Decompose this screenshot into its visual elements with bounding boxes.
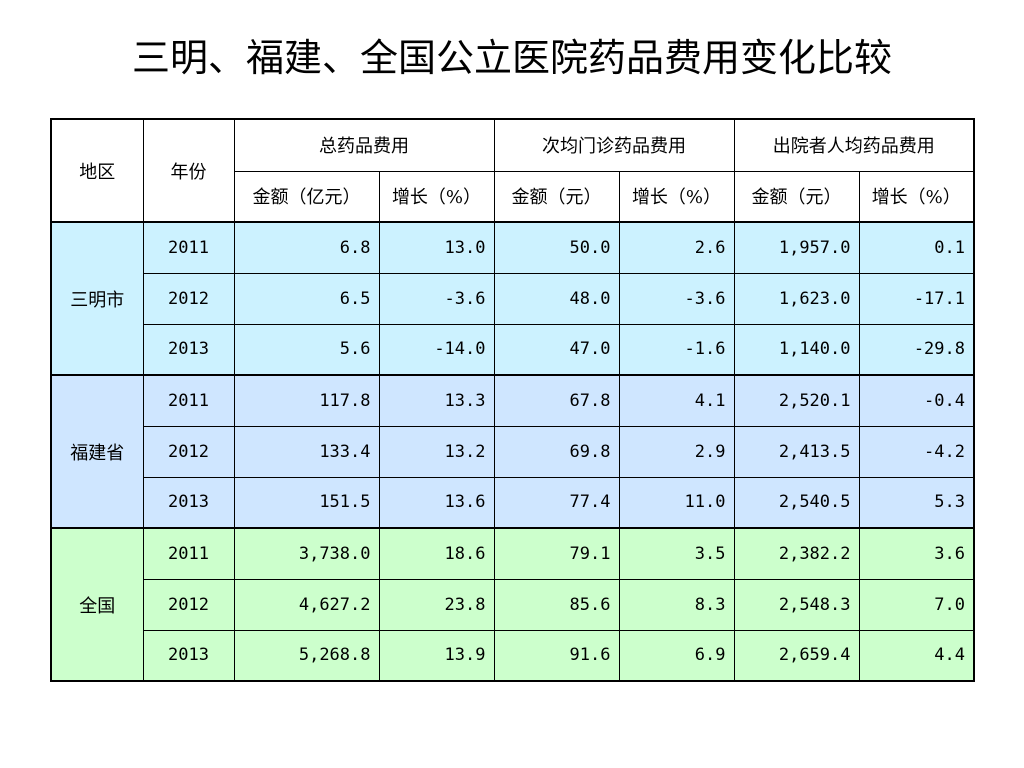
year-cell: 2011 [142,221,235,274]
g3-amount-cell: 2,520.1 [733,374,860,427]
g2-amount-cell: 67.8 [493,374,620,427]
g3-amount-cell: 1,957.0 [733,221,860,274]
g3-amount-cell: 2,659.4 [733,629,860,682]
g2-growth-cell: -3.6 [618,272,735,325]
g2-amount-cell: 85.6 [493,578,620,631]
g1-growth-cell: -3.6 [378,272,495,325]
year-cell: 2012 [142,578,235,631]
g2-growth-cell: 2.6 [618,221,735,274]
g3-growth-cell: 0.1 [858,221,975,274]
g3-growth-cell: -29.8 [858,323,975,376]
g2-amount-cell: 69.8 [493,425,620,478]
g3-growth-cell: -4.2 [858,425,975,478]
g1-growth-cell: 13.0 [378,221,495,274]
g1-growth-cell: 23.8 [378,578,495,631]
g3-growth-cell: 3.6 [858,527,975,580]
table-row: 2013 5,268.8 13.9 91.6 6.9 2,659.4 4.4 [51,629,975,682]
header-g1-amount: 金额（亿元） [233,170,380,223]
table-row: 2013 5.6 -14.0 47.0 -1.6 1,140.0 -29.8 [51,323,975,376]
table-row: 福建省 2011 117.8 13.3 67.8 4.1 2,520.1 -0.4 [50,374,975,529]
g2-growth-cell: 3.5 [618,527,735,580]
drug-cost-table: 地区 年份 总药品费用 次均门诊药品费用 出院者人均药品费用 金额（亿元） 增长… [50,118,975,682]
g3-growth-cell: 5.3 [858,476,975,529]
g2-amount-cell: 48.0 [493,272,620,325]
g1-amount-cell: 3,738.0 [233,527,380,580]
header-g3-amount: 金额（元） [733,170,860,223]
year-cell: 2011 [142,527,235,580]
header-row-1: 地区 年份 总药品费用 次均门诊药品费用 出院者人均药品费用 [50,118,975,223]
year-cell: 2013 [142,323,235,376]
g2-growth-cell: 4.1 [618,374,735,427]
year-cell: 2012 [142,272,235,325]
header-row-2: 金额（亿元） 增长（%） 金额（元） 增长（%） 金额（元） 增长（%） [51,170,975,223]
header-g1-growth: 增长（%） [378,170,495,223]
region-cell: 全国 [50,527,144,682]
header-inpatient-drug-cost: 出院者人均药品费用 [733,118,975,172]
table-row: 2012 4,627.2 23.8 85.6 8.3 2,548.3 7.0 [51,578,975,631]
g2-growth-cell: 2.9 [618,425,735,478]
g1-amount-cell: 5,268.8 [233,629,380,682]
year-cell: 2012 [142,425,235,478]
header-total-drug-cost: 总药品费用 [233,118,495,172]
g1-growth-cell: 13.2 [378,425,495,478]
header-year: 年份 [142,118,235,223]
table-row: 三明市 2011 6.8 13.0 50.0 2.6 1,957.0 0.1 [50,221,975,376]
g1-amount-cell: 4,627.2 [233,578,380,631]
header-g2-amount: 金额（元） [493,170,620,223]
g3-amount-cell: 2,540.5 [733,476,860,529]
region-cell: 福建省 [50,374,144,529]
g1-amount-cell: 6.5 [233,272,380,325]
g1-amount-cell: 6.8 [233,221,380,274]
g1-growth-cell: -14.0 [378,323,495,376]
year-cell: 2013 [142,476,235,529]
region-cell: 三明市 [50,221,144,376]
header-g3-growth: 增长（%） [858,170,975,223]
g1-amount-cell: 151.5 [233,476,380,529]
g3-amount-cell: 2,413.5 [733,425,860,478]
slide-title: 三明、福建、全国公立医院药品费用变化比较 [131,36,892,80]
g3-amount-cell: 1,140.0 [733,323,860,376]
g2-growth-cell: 11.0 [618,476,735,529]
g1-growth-cell: 13.6 [378,476,495,529]
g3-amount-cell: 2,548.3 [733,578,860,631]
g1-growth-cell: 18.6 [378,527,495,580]
g2-amount-cell: 50.0 [493,221,620,274]
year-cell: 2011 [142,374,235,427]
g1-amount-cell: 133.4 [233,425,380,478]
table-row: 2012 133.4 13.2 69.8 2.9 2,413.5 -4.2 [51,425,975,478]
g1-growth-cell: 13.9 [378,629,495,682]
g3-amount-cell: 2,382.2 [733,527,860,580]
g2-amount-cell: 91.6 [493,629,620,682]
year-cell: 2013 [142,629,235,682]
header-g2-growth: 增长（%） [618,170,735,223]
g1-amount-cell: 5.6 [233,323,380,376]
g2-growth-cell: -1.6 [618,323,735,376]
table-row: 2013 151.5 13.6 77.4 11.0 2,540.5 5.3 [51,476,975,529]
table-row: 2012 6.5 -3.6 48.0 -3.6 1,623.0 -17.1 [51,272,975,325]
g3-growth-cell: -17.1 [858,272,975,325]
g3-growth-cell: 7.0 [858,578,975,631]
table-body: 三明市 2011 6.8 13.0 50.0 2.6 1,957.0 0.1 2012 6.5 -3… [50,221,975,682]
g2-growth-cell: 8.3 [618,578,735,631]
g3-growth-cell: 4.4 [858,629,975,682]
g2-amount-cell: 79.1 [493,527,620,580]
g3-growth-cell: -0.4 [858,374,975,427]
g1-amount-cell: 117.8 [233,374,380,427]
g3-amount-cell: 1,623.0 [733,272,860,325]
g1-growth-cell: 13.3 [378,374,495,427]
header-region: 地区 [50,118,144,223]
table-row: 全国 2011 3,738.0 18.6 79.1 3.5 2,382.2 3.6 [50,527,975,682]
header-outpatient-drug-cost: 次均门诊药品费用 [493,118,735,172]
g2-growth-cell: 6.9 [618,629,735,682]
g2-amount-cell: 47.0 [493,323,620,376]
g2-amount-cell: 77.4 [493,476,620,529]
